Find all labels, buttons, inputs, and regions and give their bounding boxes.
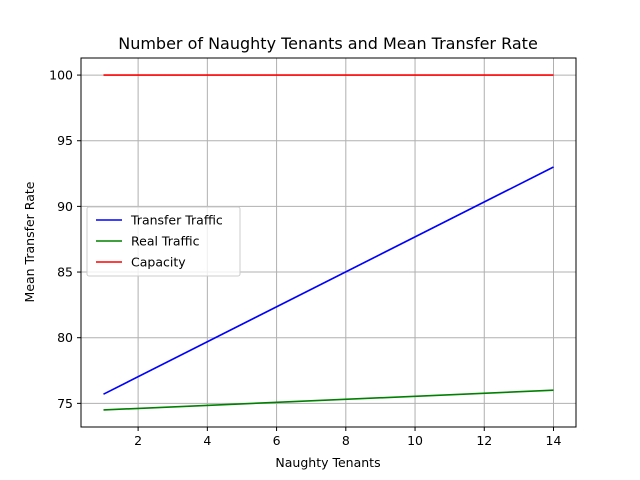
legend: Transfer Traffic Real Traffic Capacity — [86, 206, 241, 277]
plot-frame — [80, 57, 577, 428]
legend-label-real-traffic: Real Traffic — [131, 234, 200, 249]
x-tick-label: 4 — [203, 433, 211, 448]
series-line-transfer-traffic — [103, 166, 554, 395]
x-tick-label: 14 — [546, 433, 562, 448]
x-tick-label: 2 — [134, 433, 142, 448]
x-axis-label: Naughty Tenants — [275, 455, 380, 470]
x-tick-label: 8 — [342, 433, 350, 448]
y-tick-label: 80 — [57, 330, 73, 345]
x-tick-label: 10 — [407, 433, 423, 448]
series-line-real-traffic — [103, 389, 554, 411]
legend-label-transfer-traffic: Transfer Traffic — [130, 213, 223, 228]
y-tick-label: 100 — [49, 68, 73, 83]
y-tick-label: 95 — [57, 133, 73, 148]
y-axis-ticks: 75 80 85 90 95 100 — [49, 68, 81, 411]
y-tick-label: 75 — [57, 396, 73, 411]
legend-label-capacity: Capacity — [131, 255, 186, 270]
x-tick-label: 6 — [273, 433, 281, 448]
series-lines — [103, 74, 554, 411]
x-tick-label: 12 — [476, 433, 492, 448]
y-tick-label: 90 — [57, 199, 73, 214]
legend-box — [86, 206, 241, 277]
y-tick-label: 85 — [57, 265, 73, 280]
y-axis-label: Mean Transfer Rate — [22, 181, 37, 302]
chart-title: Number of Naughty Tenants and Mean Trans… — [118, 34, 538, 53]
x-axis-ticks: 2 4 6 8 10 12 14 — [134, 427, 561, 448]
